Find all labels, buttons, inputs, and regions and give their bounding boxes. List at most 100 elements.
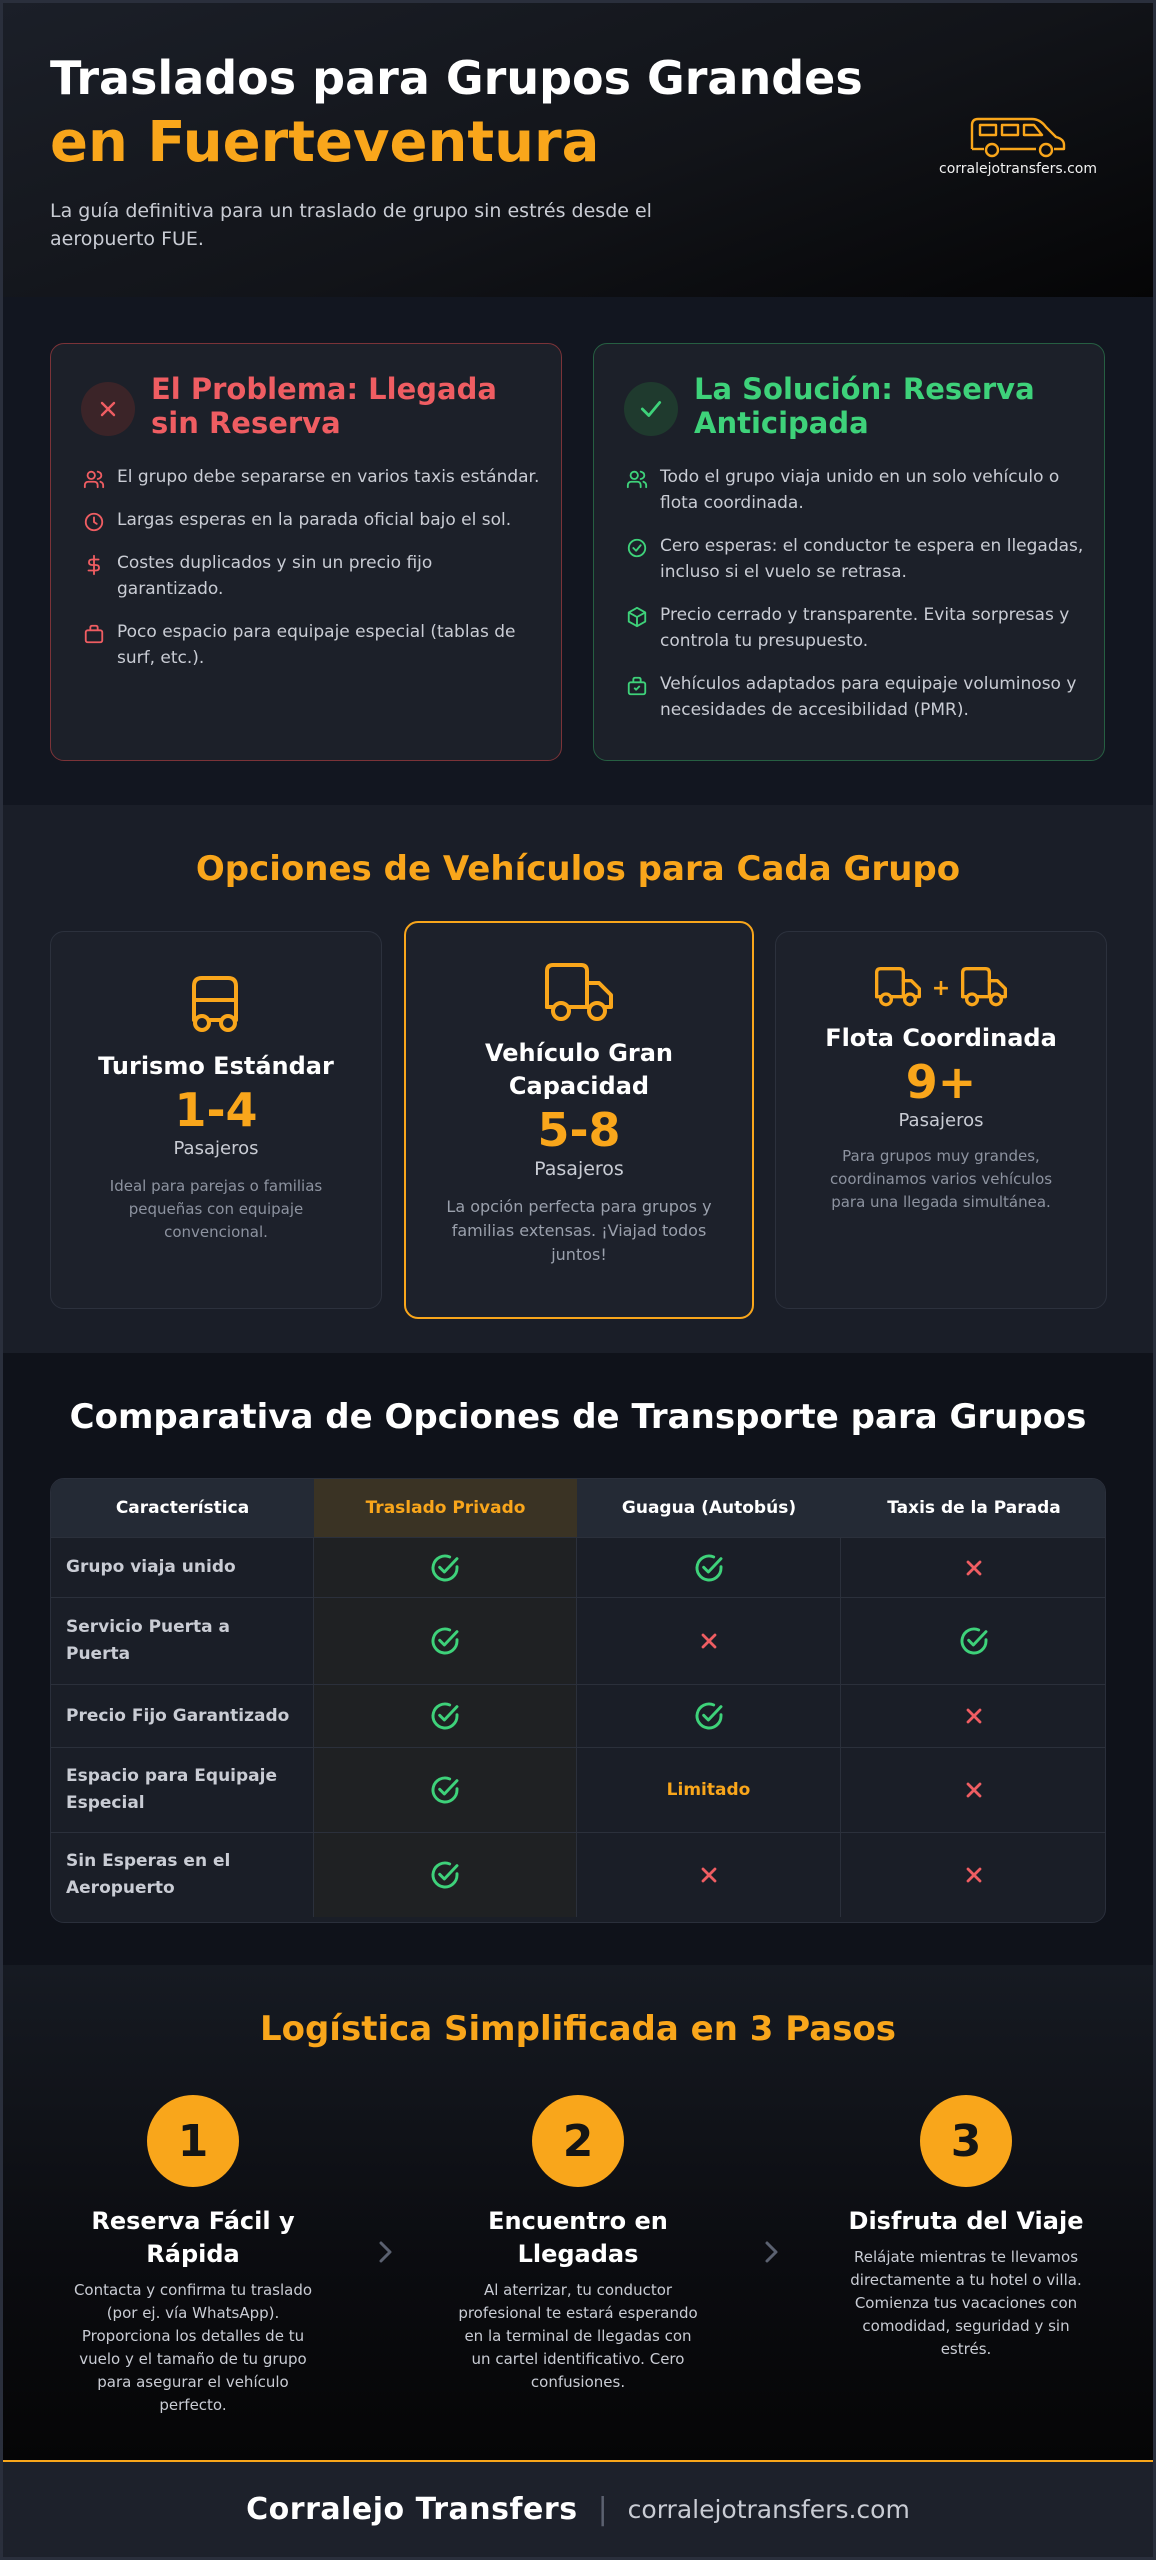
table-cell bbox=[841, 1748, 1105, 1832]
step-description: Contacta y confirma tu traslado (por ej.… bbox=[73, 2281, 313, 2414]
comparison-heading: Comparativa de Opciones de Transporte pa… bbox=[69, 1397, 1087, 1437]
vehicle-capacity-unit: Pasajeros bbox=[534, 1158, 624, 1180]
problem-solution-section: El Problema: Llegada sin Reserva El grup… bbox=[3, 297, 1153, 805]
table-cell bbox=[841, 1598, 1105, 1684]
vehicles-heading: Opciones de Vehículos para Cada Grupo bbox=[195, 849, 961, 889]
step-description: Relájate mientras te llevamos directamen… bbox=[850, 2248, 1082, 2358]
problem-list: El grupo debe separarse en varios taxis … bbox=[81, 464, 541, 688]
list-item: El grupo debe separarse en varios taxis … bbox=[81, 464, 541, 490]
table-cell bbox=[577, 1833, 841, 1917]
step-number: 3 bbox=[920, 2095, 1012, 2187]
x-icon bbox=[966, 1782, 982, 1798]
comparison-section: Comparativa de Opciones de Transporte pa… bbox=[3, 1353, 1153, 1965]
problem-item-text: El grupo debe separarse en varios taxis … bbox=[117, 467, 540, 487]
dollar-icon bbox=[87, 554, 100, 576]
steps-section: Logística Simplificada en 3 Pasos 1 Rese… bbox=[3, 1965, 1153, 2460]
car-icon bbox=[192, 976, 238, 1032]
problem-item-text: Largas esperas en la parada oficial bajo… bbox=[117, 510, 512, 530]
vehicle-card-fleet: + Flota Coordinada 9+ Pasajeros Para gru… bbox=[775, 931, 1107, 1309]
column-header: Característica bbox=[115, 1498, 250, 1518]
brand-url: corralejotransfers.com bbox=[939, 161, 1097, 177]
luggage-icon bbox=[84, 624, 104, 644]
vehicle-capacity: 1-4 bbox=[174, 1083, 258, 1137]
list-item: Vehículos adaptados para equipaje volumi… bbox=[624, 671, 1084, 723]
table-row: Espacio para Equipaje Especial Limitado bbox=[51, 1747, 1105, 1832]
table-row: Sin Esperas en el Aeropuerto bbox=[51, 1832, 1105, 1917]
vehicle-options-section: Opciones de Vehículos para Cada Grupo Tu… bbox=[3, 805, 1153, 1353]
table-row: Precio Fijo Garantizado bbox=[51, 1684, 1105, 1747]
check-circle-icon bbox=[431, 1554, 459, 1581]
table-cell bbox=[314, 1598, 577, 1684]
list-item: Precio cerrado y transparente. Evita sor… bbox=[624, 602, 1084, 654]
table-cell bbox=[841, 1538, 1105, 1597]
page-title: Traslados para Grupos Grandes bbox=[50, 51, 863, 105]
hero-header: Traslados para Grupos Grandes en Fuertev… bbox=[3, 3, 1153, 297]
x-icon bbox=[100, 401, 116, 417]
column-header: Taxis de la Parada bbox=[887, 1498, 1061, 1518]
step-3: 3 Disfruta del Viaje Relájate mientras t… bbox=[831, 2095, 1101, 2361]
vehicle-description: Para grupos muy grandes, coordinamos var… bbox=[829, 1147, 1053, 1211]
footer: Corralejo Transfers | corralejotransfers… bbox=[3, 2460, 1153, 2557]
truck-icon bbox=[545, 963, 613, 1021]
comparison-table: Característica Traslado Privado Guagua (… bbox=[50, 1478, 1106, 1923]
table-cell bbox=[841, 1685, 1105, 1747]
truck-icon bbox=[961, 967, 1008, 1007]
clock-icon bbox=[84, 512, 104, 532]
van-icon bbox=[970, 117, 1066, 158]
check-circle-icon bbox=[695, 1554, 722, 1581]
vehicle-capacity-unit: Pasajeros bbox=[898, 1110, 984, 1131]
problem-badge bbox=[81, 382, 135, 436]
users-icon bbox=[626, 470, 648, 489]
cell-text: Limitado bbox=[666, 1780, 751, 1800]
plus-sign: + bbox=[931, 975, 951, 1001]
problem-item-text: Poco espacio para equipaje especial (tab… bbox=[117, 622, 516, 668]
table-cell: Limitado bbox=[577, 1748, 841, 1832]
step-number: 1 bbox=[147, 2095, 239, 2187]
table-row: Servicio Puerta a Puerta bbox=[51, 1597, 1105, 1684]
step-description: Al aterrizar, tu conductor profesional t… bbox=[458, 2281, 698, 2391]
row-label: Espacio para Equipaje Especial bbox=[51, 1748, 314, 1832]
check-circle-icon bbox=[431, 1702, 459, 1730]
page-subtitle: La guía definitiva para un traslado de g… bbox=[50, 200, 652, 250]
row-label: Grupo viaja unido bbox=[51, 1538, 314, 1597]
footer-url[interactable]: corralejotransfers.com bbox=[627, 2495, 910, 2524]
check-circle-icon bbox=[695, 1702, 722, 1730]
check-circle-icon bbox=[431, 1627, 459, 1655]
solution-title: La Solución: Reserva Anticipada bbox=[694, 372, 1035, 440]
vehicle-name: Vehículo Gran Capacidad bbox=[484, 1039, 674, 1100]
list-item: Largas esperas en la parada oficial bajo… bbox=[81, 507, 541, 533]
table-cell bbox=[841, 1833, 1105, 1917]
vehicle-name: Turismo Estándar bbox=[98, 1052, 334, 1080]
solution-list: Todo el grupo viaja unido en un solo veh… bbox=[624, 464, 1084, 740]
step-number: 2 bbox=[532, 2095, 624, 2187]
vehicle-description: La opción perfecta para grupos y familia… bbox=[446, 1197, 712, 1264]
table-cell bbox=[314, 1538, 577, 1597]
vehicle-description: Ideal para parejas o familias pequeñas c… bbox=[109, 1177, 323, 1241]
problem-title: El Problema: Llegada sin Reserva bbox=[151, 372, 497, 440]
infographic: Traslados para Grupos Grandes en Fuertev… bbox=[3, 3, 1153, 2557]
users-icon bbox=[83, 470, 105, 489]
vehicle-capacity: 9+ bbox=[905, 1055, 977, 1109]
solution-card: La Solución: Reserva Anticipada Todo el … bbox=[593, 343, 1105, 761]
solution-item-text: Cero esperas: el conductor te espera en … bbox=[660, 536, 1084, 582]
row-label: Servicio Puerta a Puerta bbox=[51, 1598, 314, 1684]
vehicle-name: Flota Coordinada bbox=[825, 1024, 1057, 1052]
footer-separator: | bbox=[597, 2492, 608, 2527]
x-icon bbox=[966, 1867, 982, 1883]
fleet-icon-group: + bbox=[776, 966, 1106, 1010]
solution-item-text: Vehículos adaptados para equipaje volumi… bbox=[660, 674, 1077, 720]
table-cell bbox=[577, 1538, 841, 1597]
column-header-highlight: Traslado Privado bbox=[314, 1479, 577, 1537]
vehicle-capacity-unit: Pasajeros bbox=[173, 1138, 259, 1159]
table-cell bbox=[314, 1748, 577, 1832]
truck-icon bbox=[874, 967, 921, 1007]
table-cell bbox=[577, 1598, 841, 1684]
check-circle-icon bbox=[960, 1627, 988, 1655]
step-title: Reserva Fácil y Rápida bbox=[91, 2207, 295, 2268]
table-cell bbox=[314, 1833, 577, 1917]
luggage-icon bbox=[627, 676, 647, 696]
solution-badge bbox=[624, 382, 678, 436]
page-title-highlight: en Fuerteventura bbox=[50, 110, 600, 175]
column-header: Guagua (Autobús) bbox=[621, 1498, 797, 1518]
brand-logo: corralejotransfers.com bbox=[933, 115, 1103, 177]
